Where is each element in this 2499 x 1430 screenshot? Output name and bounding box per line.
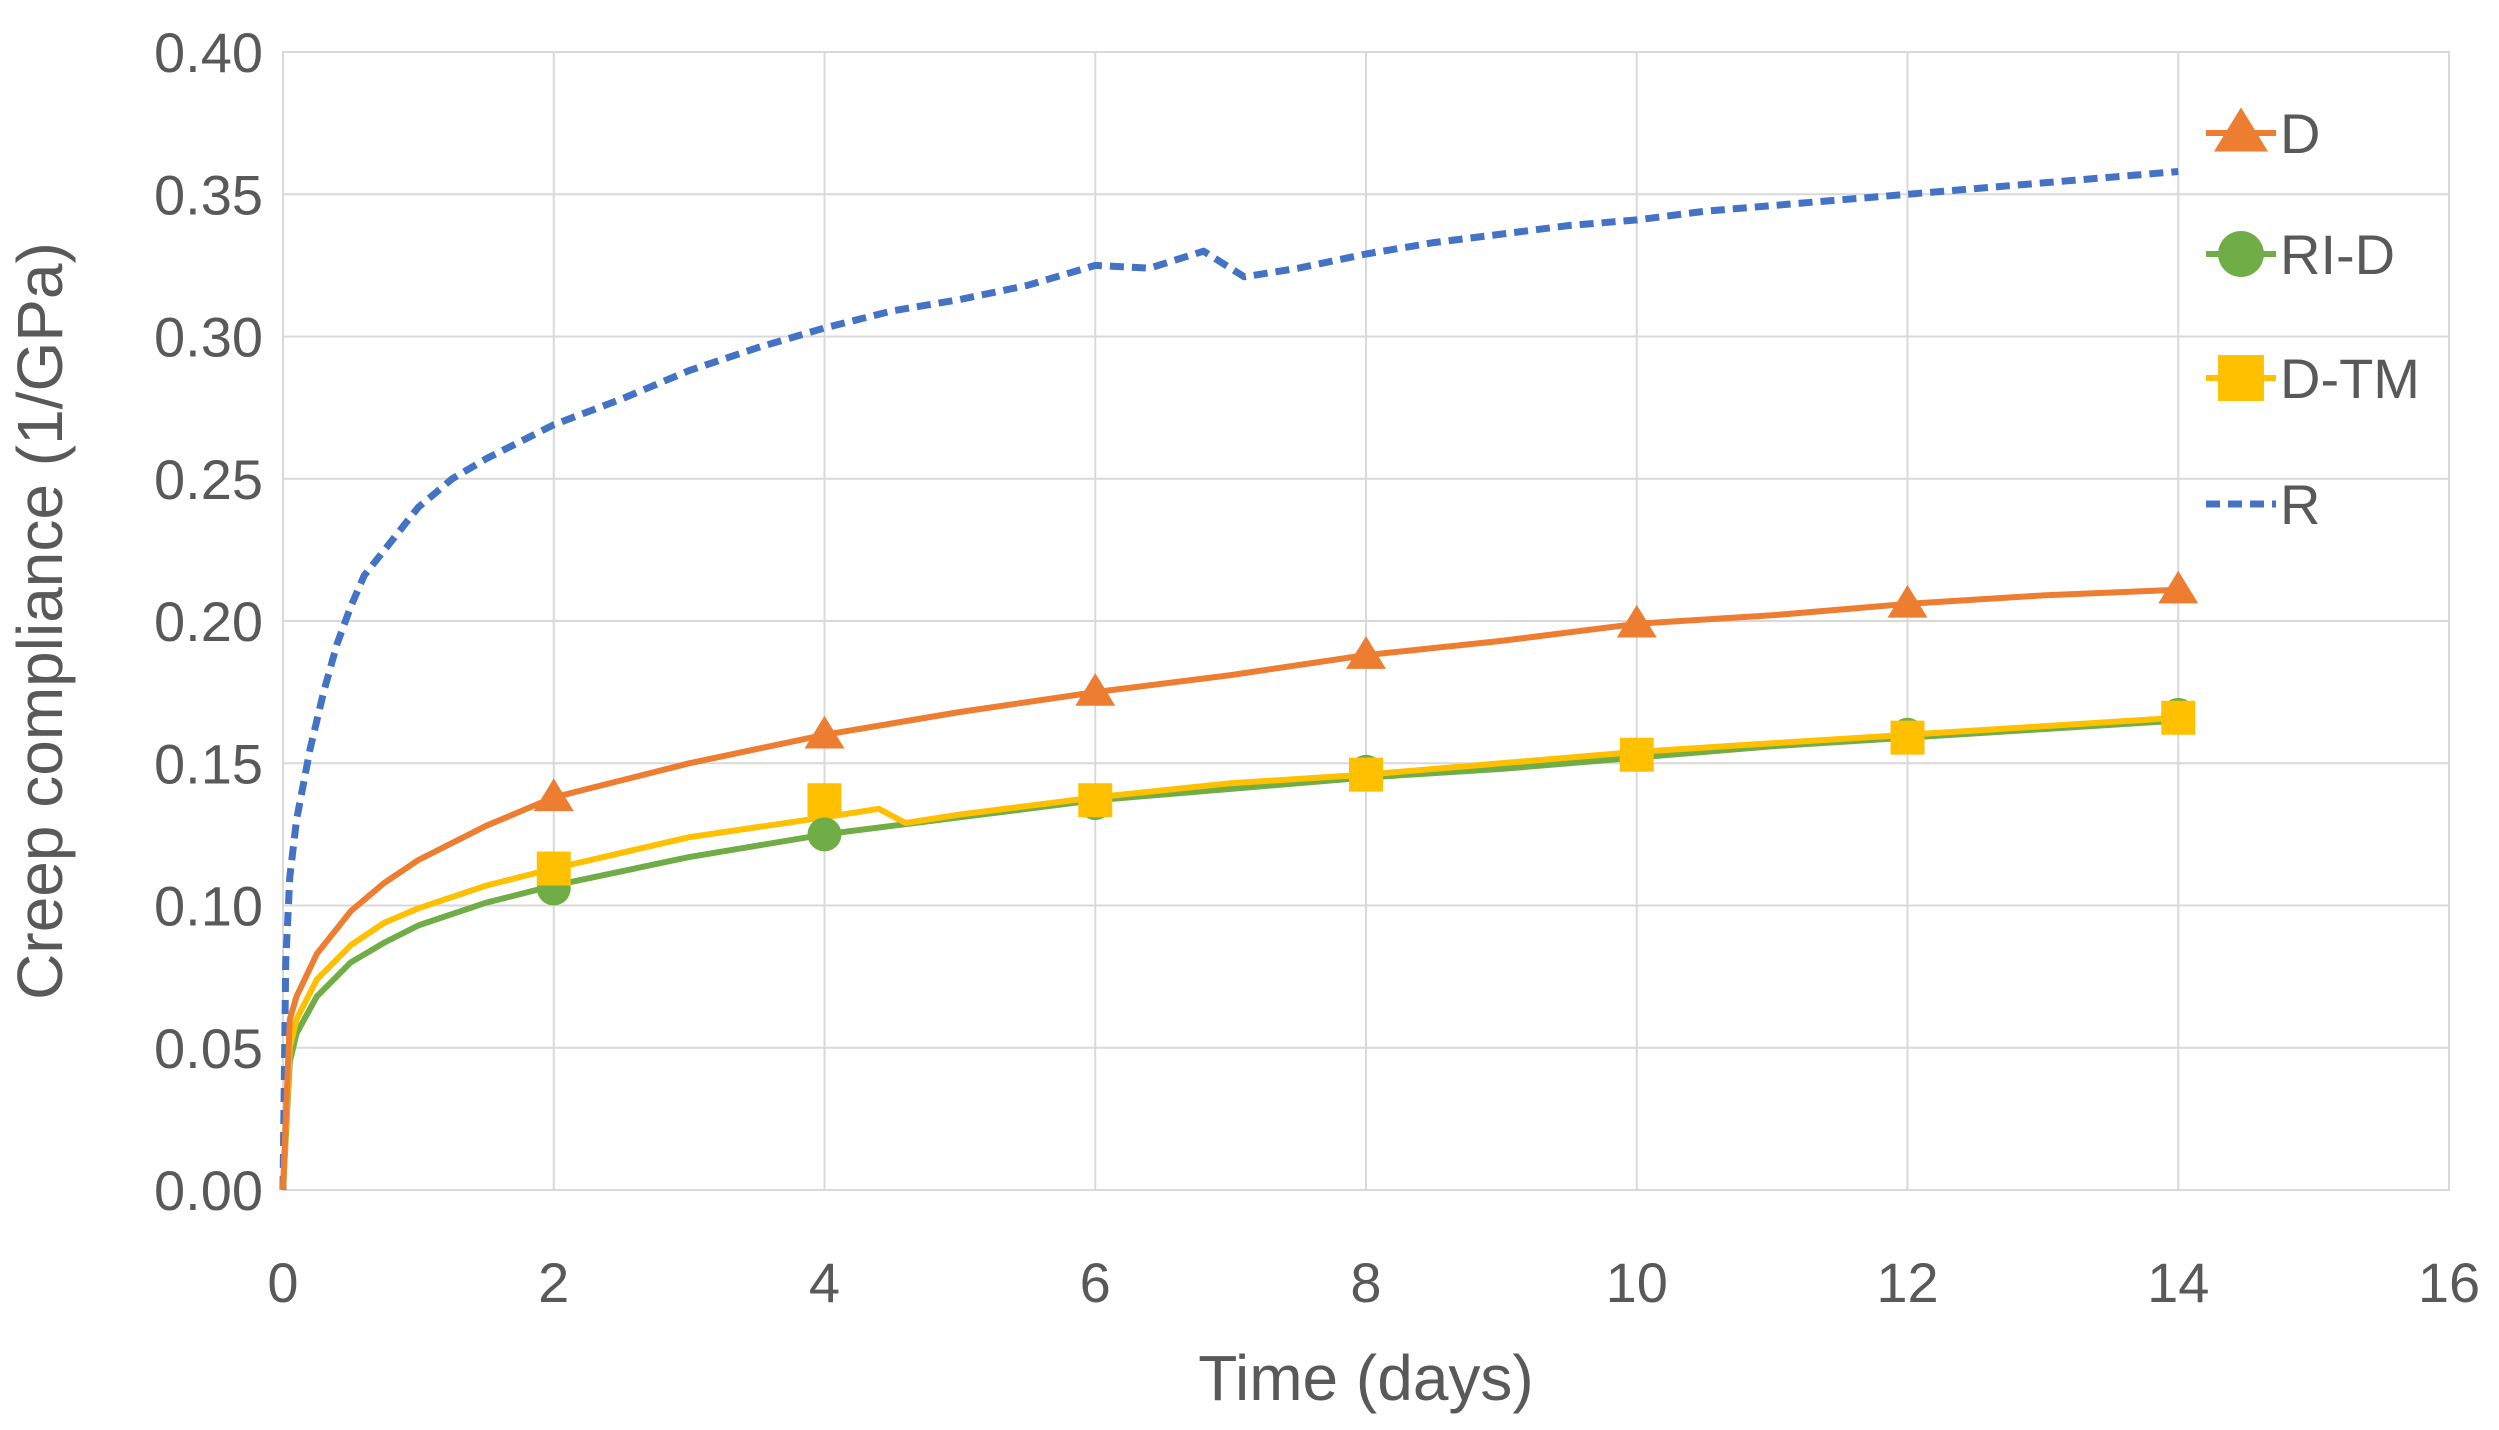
y-tick-label: 0.00 [154, 1159, 263, 1222]
series-layer [279, 168, 2179, 1191]
x-tick-label: 8 [1350, 1251, 1381, 1314]
x-tick-label: 10 [1606, 1251, 1668, 1314]
marker-ri-d [807, 817, 842, 852]
marker-d [2158, 570, 2199, 604]
x-tick-label: 0 [267, 1251, 298, 1314]
legend: D RI-D D-TM R [2206, 102, 2420, 536]
marker-d-tm [1619, 737, 1654, 772]
x-tick-label: 2 [538, 1251, 569, 1314]
series-line-r [279, 168, 2179, 1191]
marker-d [1346, 636, 1386, 669]
legend-label: R [2280, 473, 2320, 536]
y-tick-label: 0.35 [154, 163, 263, 226]
legend-item-ri-d: RI-D [2206, 223, 2395, 286]
marker-d [1887, 584, 1928, 618]
marker-d-tm [807, 783, 842, 818]
x-tick-label: 4 [809, 1251, 840, 1314]
legend-item-r: R [2206, 473, 2320, 536]
plot-area-frame [282, 51, 2450, 1191]
marker-d-tm [536, 851, 571, 886]
legend-marker [2218, 231, 2264, 277]
legend-marker [2218, 355, 2264, 401]
marker-d-tm [1890, 720, 1925, 755]
x-axis-ticks: 0 2 4 6 8 10 12 14 16 [267, 1251, 2480, 1314]
legend-label: D-TM [2280, 347, 2420, 410]
legend-marker [2214, 107, 2268, 152]
y-tick-label: 0.20 [154, 590, 263, 653]
marker-layer [533, 570, 2199, 906]
gridlines [282, 51, 2450, 1191]
marker-d-tm [1078, 783, 1113, 818]
x-tick-label: 14 [2147, 1251, 2209, 1314]
legend-label: D [2280, 102, 2320, 165]
x-tick-label: 16 [2418, 1251, 2480, 1314]
legend-item-d-tm: D-TM [2206, 347, 2420, 410]
marker-d [533, 778, 574, 812]
y-tick-label: 0.30 [154, 306, 263, 369]
x-tick-label: 12 [1876, 1251, 1938, 1314]
marker-d-tm [2161, 700, 2196, 735]
marker-d [1616, 604, 1657, 638]
series-line-d-tm [280, 714, 2179, 1191]
y-tick-label: 0.15 [154, 732, 263, 795]
y-tick-label: 0.25 [154, 448, 263, 511]
marker-d [1075, 673, 1116, 706]
x-tick-label: 6 [1080, 1251, 1111, 1314]
marker-d-tm [1349, 757, 1383, 792]
legend-label: RI-D [2280, 223, 2395, 286]
y-tick-label: 0.40 [154, 21, 263, 84]
y-axis-title: Creep compliance (1/GPa) [4, 242, 76, 1000]
y-tick-label: 0.05 [154, 1017, 263, 1080]
y-tick-label: 0.10 [154, 875, 263, 938]
x-axis-title: Time (days) [1198, 1342, 1533, 1414]
marker-d [804, 715, 845, 749]
legend-item-d: D [2206, 102, 2320, 165]
y-axis-ticks: 0.00 0.05 0.10 0.15 0.20 0.25 0.30 0.35 0.40 [154, 21, 263, 1222]
